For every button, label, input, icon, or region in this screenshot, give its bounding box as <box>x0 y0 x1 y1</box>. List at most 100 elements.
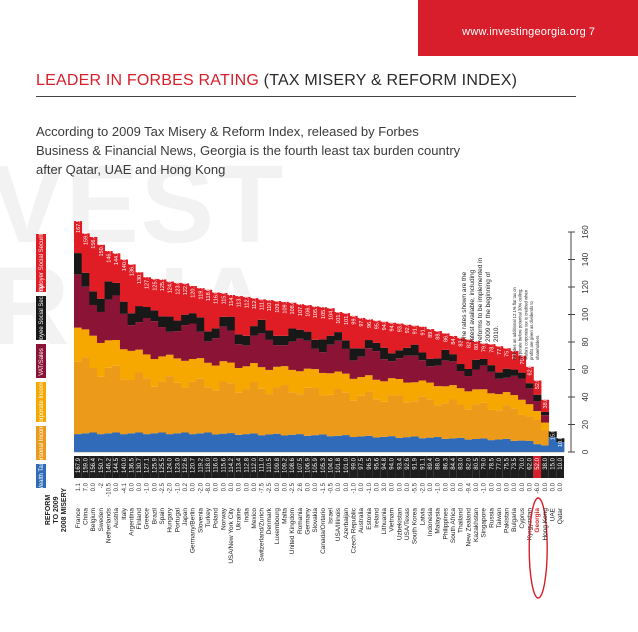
table-cell-misery-bg <box>250 456 258 478</box>
legend-swatch <box>36 296 46 340</box>
bar-segment-wealth <box>487 440 496 452</box>
bar-segment-employer_ss <box>495 346 504 373</box>
bar-segment-wealth <box>181 432 190 452</box>
table-cell-misery-bg <box>518 456 526 478</box>
table-cell-reform: -1.0 <box>351 482 357 493</box>
bar-segment-vat <box>341 348 351 374</box>
bar-segment-vat <box>142 317 151 355</box>
table-cell-reform: 0.0 <box>129 482 135 491</box>
bar-segment-employer_ss <box>372 320 381 343</box>
bar-segment-corporate <box>250 363 259 383</box>
bar-segment-employee_ss <box>449 354 458 362</box>
bar-segment-personal <box>533 419 542 445</box>
table-cell-misery: 130.7 <box>137 457 143 473</box>
bar-segment-employer_ss <box>456 337 465 365</box>
bar-segment-vat <box>89 304 98 336</box>
table-cell-reform: -4.1 <box>122 482 128 493</box>
table-column-header: REFORM <box>45 495 52 526</box>
table-cell-misery: 75.5 <box>505 457 511 469</box>
bar-segment-employer_ss <box>173 282 182 321</box>
table-cell-misery: 109.2 <box>283 457 289 473</box>
table-cell-reform: 0.0 <box>252 482 258 491</box>
table-cell-misery: 96.5 <box>367 457 373 469</box>
bar-value-label: 101.0 <box>344 311 350 325</box>
table-cell-reform: -2.0 <box>168 482 174 493</box>
table-cell-misery-bg <box>112 456 120 478</box>
bar-segment-personal <box>426 399 435 438</box>
bar-segment-vat <box>418 360 427 381</box>
y-axis-tick-label: 160 <box>581 225 590 239</box>
page-title-sub: (TAX MISERY & REFORM INDEX) <box>263 72 518 89</box>
bar-segment-personal <box>456 404 465 438</box>
table-cell-misery: 73.5 <box>512 457 518 469</box>
bar-value-label: 91.9 <box>413 324 419 335</box>
bar-segment-employee_ss <box>104 281 113 300</box>
table-cell-misery: 89.4 <box>428 457 434 469</box>
table-cell-reform: -1.0 <box>145 482 151 493</box>
bar-value-label: 109.8 <box>275 299 281 313</box>
bar-segment-personal <box>464 409 473 440</box>
table-cell-misery-bg <box>173 456 182 478</box>
bar-segment-employee_ss <box>364 340 373 349</box>
bar-segment-vat <box>510 375 519 396</box>
legend-swatch <box>36 426 46 460</box>
table-cell-misery: 95.6 <box>374 457 380 469</box>
bar-segment-wealth <box>472 438 481 452</box>
bar-segment-wealth <box>119 434 128 452</box>
legend-label: Employee Social Security <box>39 285 45 353</box>
bar-segment-employer_ss <box>426 329 435 359</box>
table-cell-misery-bg <box>349 456 358 478</box>
table-cell-country: Slovakia <box>312 508 319 533</box>
table-cell-reform: 0.0 <box>551 482 557 491</box>
bar-segment-employee_ss <box>372 342 381 352</box>
bar-segment-corporate <box>112 340 121 366</box>
bar-value-label: 156.4 <box>91 235 97 249</box>
bar-segment-wealth <box>74 434 83 452</box>
bar-segment-employer_ss <box>188 286 197 314</box>
bar-value-label: 115.6 <box>221 291 227 304</box>
bar-value-label: 70.0 <box>520 354 526 365</box>
bar-segment-vat <box>387 361 396 379</box>
bar-segment-personal <box>211 390 220 435</box>
bar-segment-employee_ss <box>181 314 190 326</box>
table-cell-misery: 101.0 <box>344 457 350 473</box>
bar-segment-vat <box>242 345 251 367</box>
bar-segment-corporate <box>311 369 320 389</box>
legend-label: Employer Social Security <box>39 231 45 298</box>
bar-value-label: 80.5 <box>474 339 480 350</box>
table-cell-misery: 110.5 <box>267 457 273 472</box>
table-cell-misery-bg <box>158 456 166 478</box>
bar-segment-vat <box>119 313 128 350</box>
page-title: LEADER IN FORBES RATING (TAX MISERY & RE… <box>36 72 517 90</box>
bar-segment-personal <box>165 376 174 435</box>
table-cell-misery-bg <box>181 456 189 478</box>
bar-segment-corporate <box>518 399 527 415</box>
chart-footnote-line: profits are given as dividends to <box>529 300 534 360</box>
bar-segment-employee_ss <box>119 301 128 314</box>
table-cell-country: India <box>243 508 250 522</box>
bar-segment-wealth <box>104 433 113 452</box>
bar-segment-corporate <box>449 385 458 400</box>
bar-segment-vat <box>158 327 167 357</box>
bar-segment-vat <box>380 359 389 382</box>
table-cell-reform: 0.0 <box>459 482 465 491</box>
table-cell-misery-bg <box>357 456 365 478</box>
bar-segment-corporate <box>502 392 511 406</box>
bar-segment-employee_ss <box>303 331 312 341</box>
bar-segment-personal <box>479 402 488 439</box>
bar-segment-employer_ss <box>410 325 419 345</box>
table-cell-misery-bg <box>74 456 82 478</box>
table-cell-reform: -6.0 <box>535 482 541 493</box>
table-cell-reform: -1.5 <box>321 482 327 493</box>
website-url[interactable]: www.investingeorgia.org <box>462 26 586 38</box>
table-cell-misery: 112.8 <box>244 457 250 472</box>
bar-segment-employee_ss <box>479 358 488 366</box>
bar-segment-employee_ss <box>242 335 251 346</box>
table-cell-country: Vietnam <box>389 508 396 532</box>
table-cell-reform: 0.0 <box>489 482 495 491</box>
bar-value-label: 111.0 <box>260 297 266 310</box>
table-cell-misery: 104.6 <box>328 457 334 473</box>
table-cell-reform: 0.0 <box>359 482 365 491</box>
table-cell-country: Israel <box>327 507 334 523</box>
bar-segment-wealth <box>502 438 511 452</box>
